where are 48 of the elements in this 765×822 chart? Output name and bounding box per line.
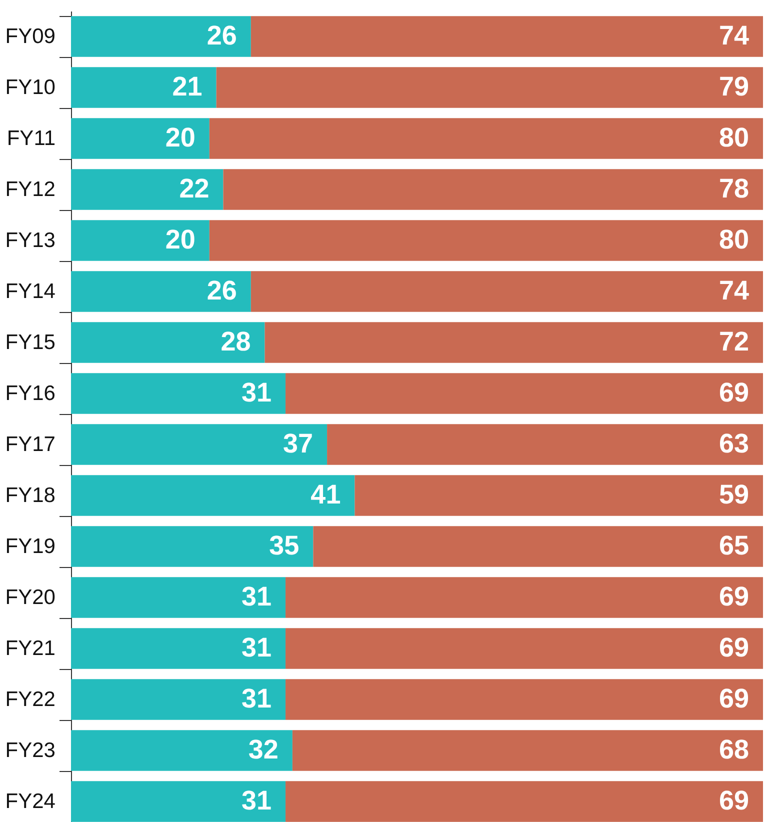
data-label: 69 <box>718 684 749 714</box>
data-label: 69 <box>718 378 749 408</box>
y-tick-label: FY24 <box>5 790 56 813</box>
data-label: 74 <box>718 276 749 306</box>
y-tick-label: FY13 <box>5 229 56 252</box>
data-label: 35 <box>269 530 300 560</box>
data-label: 69 <box>718 632 749 662</box>
data-label: 31 <box>241 378 272 408</box>
y-tick-label: FY21 <box>5 637 56 660</box>
data-label: 31 <box>241 632 272 662</box>
y-tick-label: FY17 <box>5 433 56 456</box>
data-label: 68 <box>718 734 749 764</box>
data-label: 31 <box>241 684 272 714</box>
data-label: 59 <box>718 480 749 510</box>
y-tick-label: FY19 <box>5 535 56 558</box>
y-tick-label: FY20 <box>5 586 56 609</box>
data-label: 41 <box>310 480 341 510</box>
y-tick-label: FY09 <box>5 25 56 48</box>
data-label: 65 <box>718 530 749 560</box>
data-label: 22 <box>179 174 210 204</box>
data-label: 28 <box>220 326 251 356</box>
data-label: 26 <box>206 276 237 306</box>
data-label: 80 <box>718 224 749 254</box>
data-label: 37 <box>282 428 314 458</box>
y-tick-label: FY16 <box>5 382 56 405</box>
data-label: 63 <box>718 428 749 458</box>
data-label: 69 <box>718 582 749 612</box>
data-label: 20 <box>165 122 196 152</box>
data-label: 74 <box>718 20 749 50</box>
data-label: 31 <box>241 582 272 612</box>
y-tick-label: FY22 <box>5 688 56 711</box>
data-label: 79 <box>718 72 749 102</box>
data-label: 72 <box>718 326 749 356</box>
data-label: 20 <box>165 224 196 254</box>
y-tick-label: FY18 <box>5 484 56 507</box>
y-tick-label: FY11 <box>6 127 56 150</box>
y-tick-label: FY23 <box>5 739 56 762</box>
y-tick-label: FY14 <box>5 280 56 303</box>
data-label: 21 <box>172 72 202 102</box>
data-label: 80 <box>718 122 749 152</box>
y-tick-label: FY10 <box>5 76 56 99</box>
data-label: 32 <box>248 734 278 764</box>
data-label: 69 <box>718 786 749 816</box>
y-tick-label: FY15 <box>5 331 56 354</box>
data-label: 31 <box>241 786 272 816</box>
data-label: 26 <box>206 20 237 50</box>
data-label: 78 <box>718 174 749 204</box>
y-tick-label: FY12 <box>5 178 56 201</box>
